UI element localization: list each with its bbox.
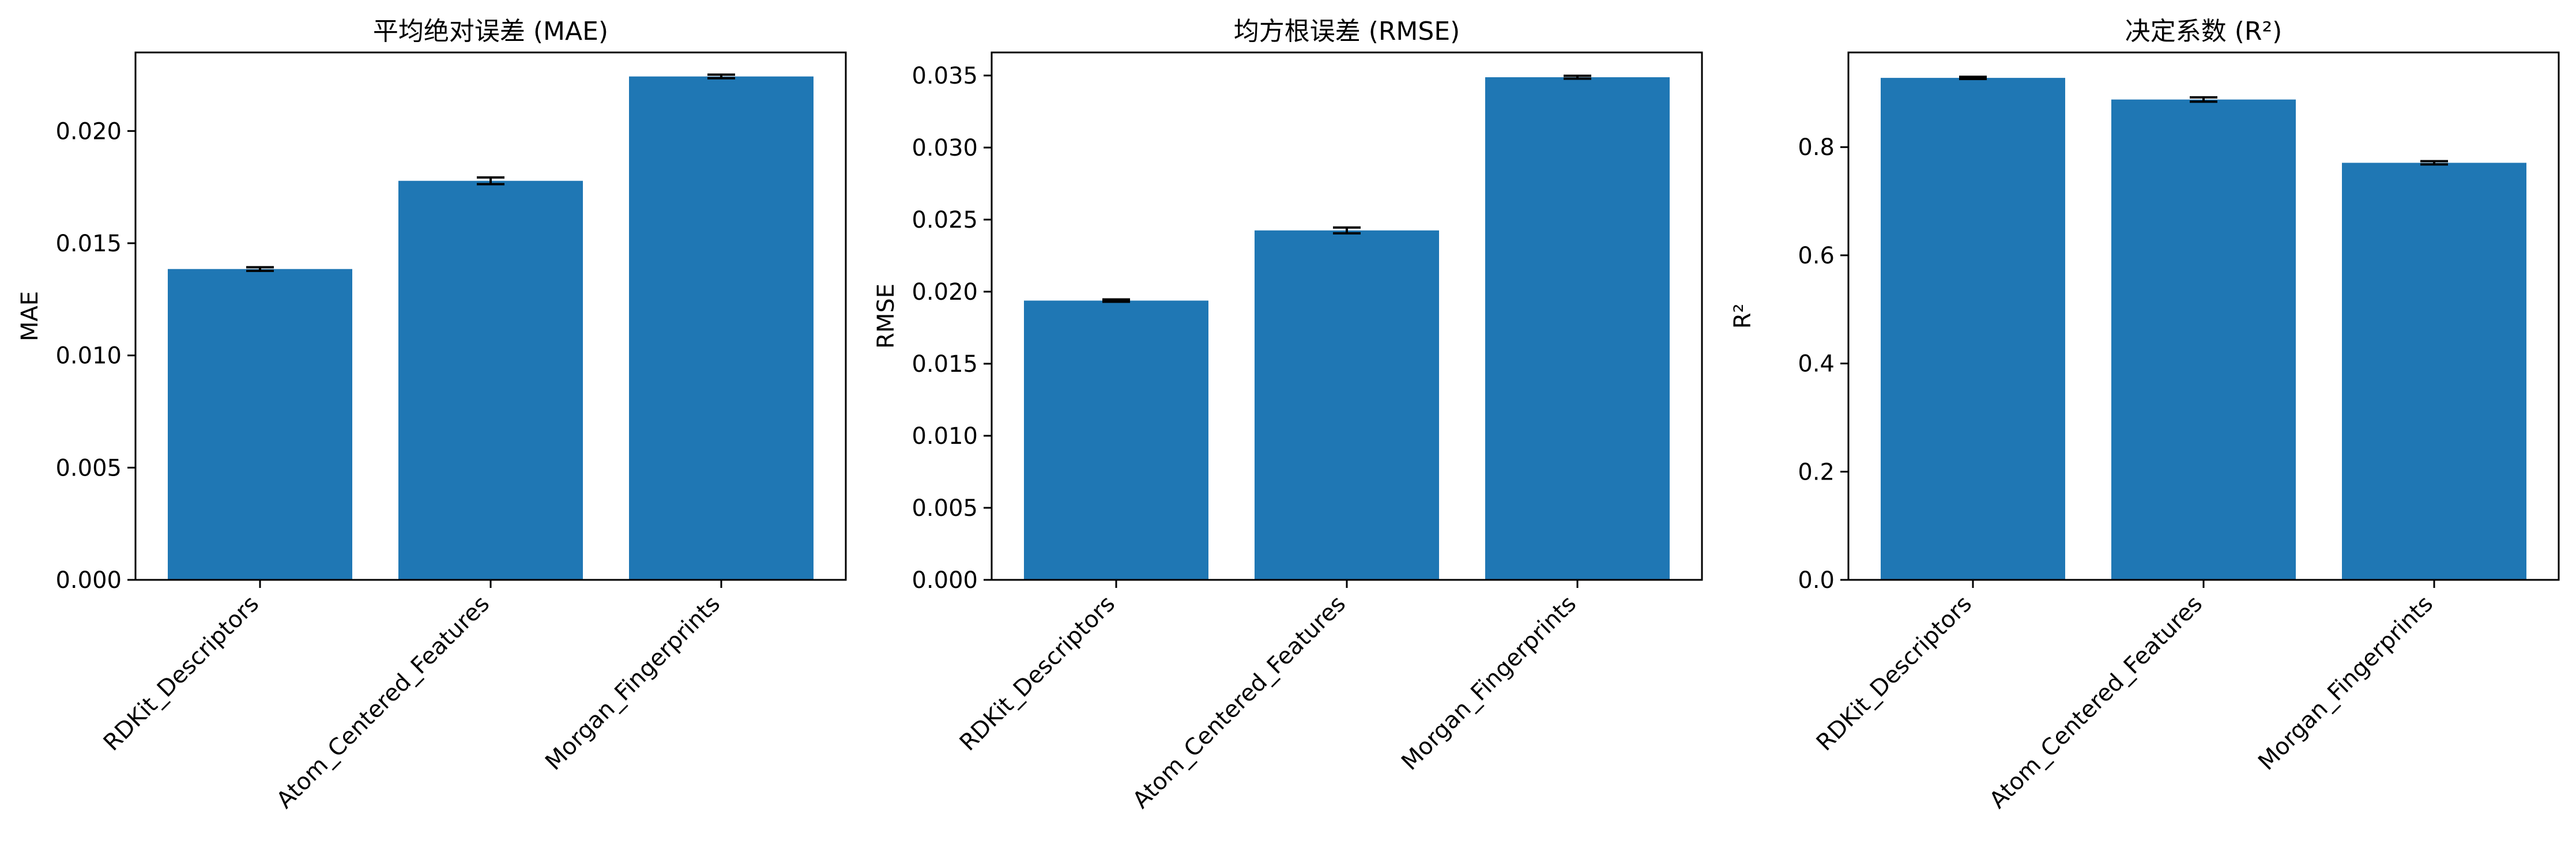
y-axis-label: MAE [17, 291, 43, 341]
bar [1255, 230, 1439, 580]
y-tick-label: 0.030 [912, 135, 978, 161]
bar [1485, 77, 1670, 580]
y-tick-label: 0.2 [1798, 459, 1835, 485]
y-tick-label: 0.035 [912, 63, 978, 89]
chart-title: 平均绝对误差 (MAE) [373, 17, 608, 46]
bar [1881, 78, 2065, 580]
axes-frame [134, 51, 847, 581]
y-tick-label: 0.015 [55, 231, 122, 257]
bar [2111, 99, 2296, 580]
chart-title: 决定系数 (R²) [2125, 17, 2283, 46]
y-tick-label: 0.010 [912, 423, 978, 450]
y-tick-label: 0.0 [1798, 567, 1835, 594]
axes-frame [1847, 51, 2560, 581]
y-tick-label: 0.005 [912, 495, 978, 522]
bar [1024, 300, 1208, 580]
y-tick-label: 0.025 [912, 207, 978, 233]
chart-title: 均方根误差 (RMSE) [1234, 17, 1460, 46]
y-axis-label: R² [1730, 304, 1756, 329]
y-tick-label: 0.000 [55, 567, 122, 594]
y-tick-label: 0.020 [55, 118, 122, 145]
bar [629, 76, 814, 580]
y-tick-label: 0.000 [912, 567, 978, 594]
bar [2342, 163, 2526, 580]
bar [398, 180, 583, 580]
y-tick-label: 0.010 [55, 343, 122, 369]
y-tick-label: 0.6 [1798, 243, 1835, 269]
bar [168, 269, 352, 580]
y-axis-label: RMSE [873, 284, 899, 349]
y-tick-label: 0.020 [912, 279, 978, 305]
y-tick-label: 0.4 [1798, 351, 1835, 378]
y-tick-label: 0.8 [1798, 134, 1835, 161]
y-tick-label: 0.005 [55, 455, 122, 481]
y-tick-label: 0.015 [912, 351, 978, 378]
axes-frame [991, 51, 1703, 581]
